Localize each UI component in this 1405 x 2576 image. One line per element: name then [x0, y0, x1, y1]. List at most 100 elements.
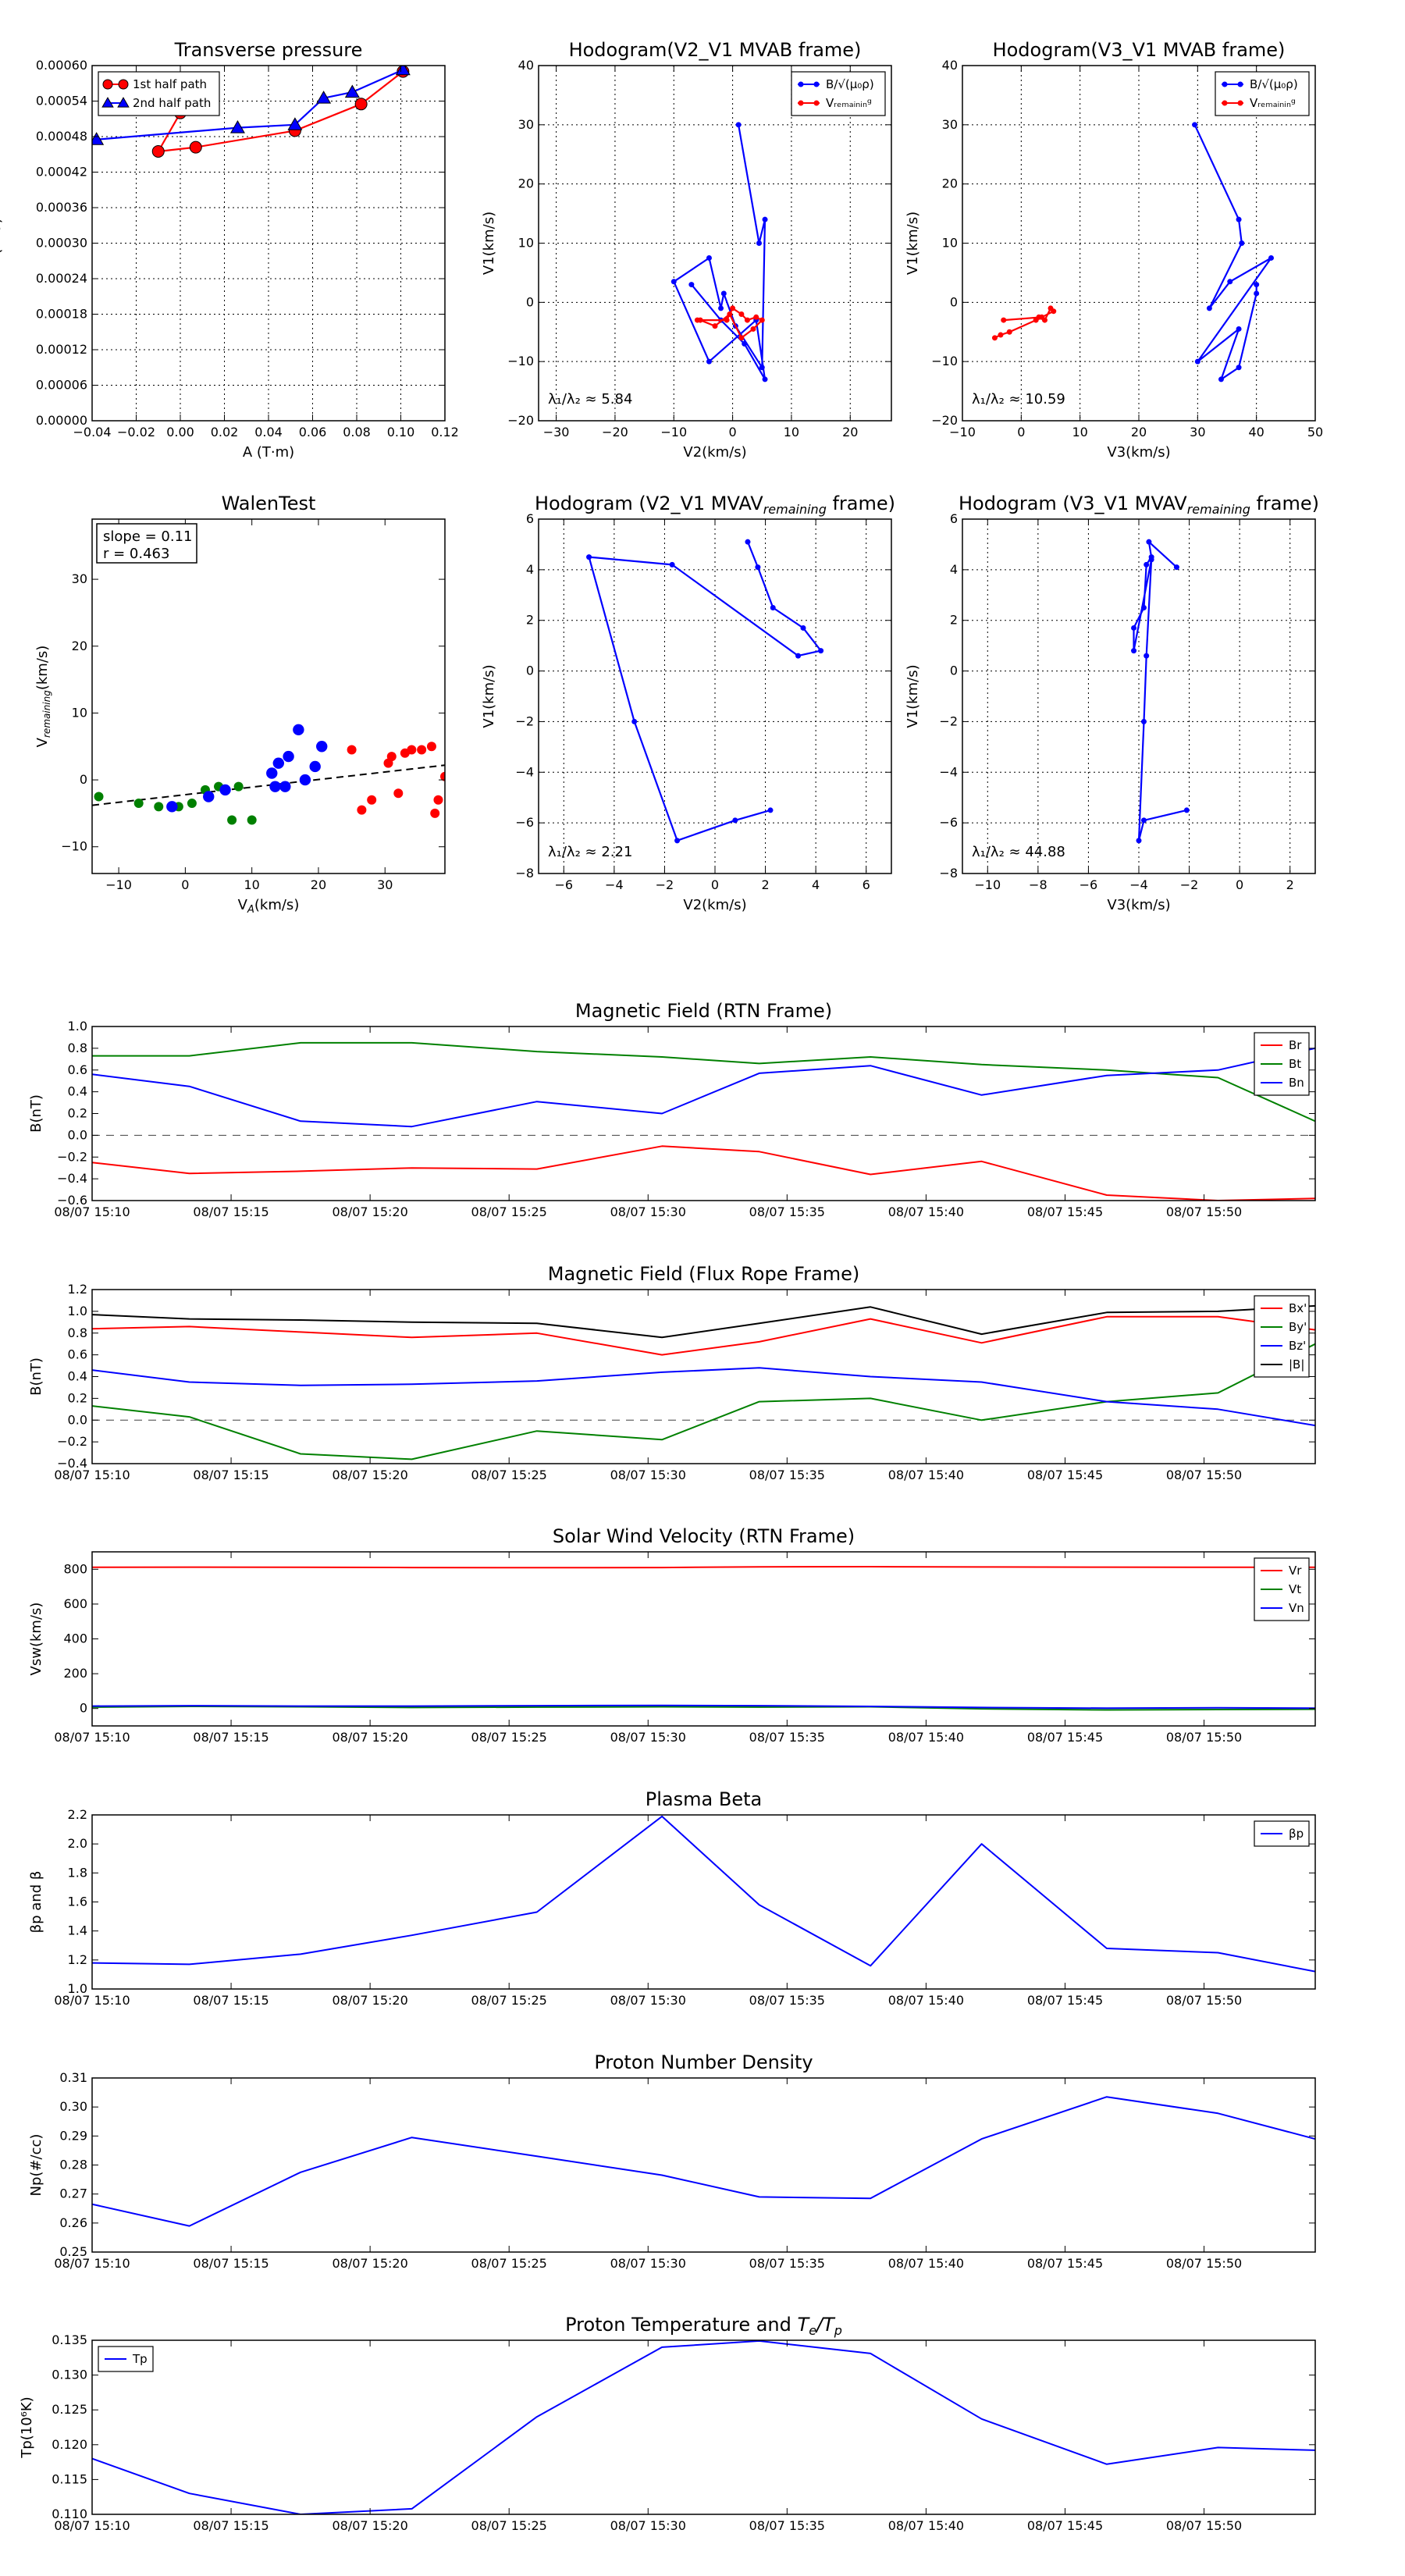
hodogram-v3-v1-mvab-series-0-marker [1254, 290, 1260, 297]
plasma-beta-title: Plasma Beta [646, 1788, 762, 1810]
plasma-beta-ytick-label: 2.0 [68, 1836, 87, 1851]
solar-wind-velocity-legend-label: Vn [1289, 1601, 1304, 1615]
plasma-beta-axes-frame [91, 1814, 1316, 1990]
hodogram-v3-v1-mvab-xlabel: V3(km/s) [1107, 444, 1170, 461]
hodogram-v3-v1-mvav-xtick-label: −6 [1080, 877, 1098, 892]
hodogram-v2-v1-mvab-series-1-marker [730, 305, 736, 311]
transverse-pressure-legend-marker [118, 79, 129, 90]
proton-temperature-ytick-label: 0.110 [52, 2507, 87, 2521]
hodogram-v3-v1-mvab-series-1-marker [1006, 329, 1012, 335]
walen-test-series-2-point [426, 742, 436, 752]
plasma-beta-xtick-label: 08/07 15:20 [332, 1993, 407, 2008]
hodogram-v2-v1-mvav-series-0-marker [770, 605, 776, 610]
walen-test-xlabel: VA(km/s) [238, 897, 300, 916]
magnetic-field-rtn-ytick-label: 1.0 [68, 1019, 87, 1034]
walen-test-series-0-point [227, 815, 237, 825]
hodogram-v3-v1-mvab-xtick-label: 0 [1017, 425, 1025, 439]
magnetic-field-rtn-xtick-label: 08/07 15:10 [54, 1204, 130, 1219]
hodogram-v2-v1-mvab-xtick-label: −10 [660, 425, 687, 439]
magnetic-field-flux-rope-ytick-label: 0.0 [68, 1412, 87, 1427]
transverse-pressure-ytick-label: 0.00060 [36, 58, 87, 73]
transverse-pressure-legend-box [98, 71, 220, 116]
walen-test-series-0-point [233, 781, 244, 792]
hodogram-v3-v1-mvab-legend-marker [1237, 81, 1243, 87]
transverse-pressure-series-0-marker [189, 141, 202, 154]
magnetic-field-rtn-ytick-label: 0.6 [68, 1062, 87, 1077]
hodogram-v2-v1-mvab-legend-marker [798, 100, 804, 106]
proton-number-density-ylabel: Np(#/cc) [28, 2134, 44, 2197]
solar-wind-velocity-panel: Solar Wind Velocity (RTN Frame) 08/07 15:… [28, 1525, 1316, 1745]
hodogram-v2-v1-mvab-series-0-marker [762, 376, 768, 382]
magnetic-field-flux-rope-xtick-label: 08/07 15:40 [888, 1468, 964, 1482]
magnetic-field-rtn-series-2-line [92, 1047, 1315, 1128]
proton-number-density-xtick-label: 08/07 15:10 [54, 2256, 130, 2271]
hodogram-v3-v1-mvav-xtick-label: −2 [1180, 877, 1199, 892]
magnetic-field-flux-rope-ytick-label: 0.4 [68, 1369, 87, 1384]
solar-wind-velocity-ytick-label: 0 [80, 1701, 87, 1716]
proton-temperature-xtick-label: 08/07 15:25 [471, 2518, 547, 2533]
proton-number-density-xtick-label: 08/07 15:25 [471, 2256, 547, 2271]
hodogram-v3-v1-mvav-series-0-marker [1131, 624, 1137, 631]
proton-temperature-ytick-label: 0.130 [52, 2368, 87, 2382]
hodogram-v2-v1-mvab-legend-box [791, 71, 886, 116]
walen-test-series-0-point [247, 815, 257, 825]
hodogram-v2-v1-mvab-series-0-marker [762, 216, 768, 222]
hodogram-v2-v1-mvab-series-0-marker [735, 122, 742, 128]
transverse-pressure-ytick-label: 0.00024 [36, 271, 87, 286]
hodogram-v2-v1-mvav-series-0-marker [674, 838, 681, 844]
magnetic-field-flux-rope-series-1-line [92, 1343, 1315, 1461]
solar-wind-velocity-ytick-label: 400 [63, 1631, 87, 1646]
hodogram-v2-v1-mvav-xtick-label: 2 [761, 877, 769, 892]
magnetic-field-flux-rope-ytick-label: 0.2 [68, 1390, 87, 1405]
walen-test-stats-text: slope = 0.11 [103, 528, 193, 545]
transverse-pressure-series-0-line [157, 70, 404, 153]
solar-wind-velocity-xtick-label: 08/07 15:30 [610, 1730, 686, 1745]
hodogram-v3-v1-mvav-series-0-marker [1136, 838, 1142, 844]
plasma-beta-ytick-label: 1.4 [68, 1923, 87, 1938]
hodogram-v2-v1-mvab-legend-marker [798, 81, 804, 87]
hodogram-v3-v1-mvav-title: Hodogram (V3_V1 MVAVremaining frame) [959, 493, 1319, 517]
hodogram-v2-v1-mvav-ytick-label: −6 [515, 815, 534, 830]
hodogram-v2-v1-mvav-title: Hodogram (V2_V1 MVAVremaining frame) [535, 493, 895, 517]
proton-temperature-axes-frame [91, 2339, 1316, 2515]
magnetic-field-rtn-ytick-label: 0.0 [68, 1127, 87, 1142]
hodogram-v2-v1-mvab-title: Hodogram(V2_V1 MVAB frame) [569, 39, 862, 61]
walen-test-stats-box [96, 523, 197, 564]
hodogram-v2-v1-mvab-series-0-marker [718, 305, 724, 311]
magnetic-field-flux-rope-legend-label: Bz' [1289, 1339, 1306, 1353]
proton-number-density-xtick-label: 08/07 15:50 [1166, 2256, 1242, 2271]
walen-test-series-1-point [279, 781, 291, 792]
hodogram-v2-v1-mvav-ytick-label: 2 [526, 613, 534, 628]
magnetic-field-flux-rope-legend-label: Bx' [1289, 1301, 1307, 1315]
walen-test-data [92, 724, 445, 825]
proton-temperature-xtick-label: 08/07 15:30 [610, 2518, 686, 2533]
magnetic-field-rtn-ytick-label: 0.4 [68, 1084, 87, 1099]
hodogram-v3-v1-mvab-legend-marker [1237, 100, 1243, 106]
proton-number-density-axes-frame [91, 2077, 1316, 2253]
hodogram-v2-v1-mvab-data [670, 122, 768, 382]
hodogram-v2-v1-mvav-ytick-label: 4 [526, 562, 534, 577]
hodogram-v2-v1-mvav-series-0-marker [745, 539, 751, 545]
hodogram-v2-v1-mvab-panel: Hodogram(V2_V1 MVAB frame) −30 −20 −10 0 10 20… [481, 39, 892, 461]
hodogram-v2-v1-mvab-legend-marker [813, 100, 820, 106]
hodogram-v3-v1-mvav-xlabel: V3(km/s) [1107, 897, 1170, 913]
plasma-beta-ytick-label: 1.6 [68, 1895, 87, 1909]
hodogram-v3-v1-mvab-series-0-marker [1236, 326, 1242, 332]
hodogram-v3-v1-mvab-series-0-marker [1254, 282, 1260, 288]
transverse-pressure-series-1-marker [395, 66, 411, 76]
hodogram-v2-v1-mvav-series-0-marker [800, 624, 806, 631]
walen-test-series-1-point [269, 781, 281, 792]
magnetic-field-flux-rope-legend-label: By' [1289, 1320, 1307, 1334]
walen-test-series-2-point [347, 745, 357, 755]
magnetic-field-flux-rope-panel: Magnetic Field (Flux Rope Frame) 08/07 15… [28, 1263, 1316, 1482]
hodogram-v3-v1-mvav-panel: Hodogram (V3_V1 MVAVremaining frame) −10 −… [905, 493, 1319, 913]
solar-wind-velocity-xtick-label: 08/07 15:45 [1027, 1730, 1103, 1745]
magnetic-field-flux-rope-ylabel: B(nT) [28, 1357, 44, 1396]
hodogram-v2-v1-mvav-xtick-label: −6 [554, 877, 573, 892]
hodogram-v2-v1-mvab-annotation: λ₁/λ₂ ≈ 5.84 [548, 391, 632, 407]
hodogram-v3-v1-mvav-annotation: λ₁/λ₂ ≈ 44.88 [972, 844, 1065, 860]
hodogram-v3-v1-mvab-legend-marker [1222, 100, 1228, 106]
plasma-beta-xtick-label: 08/07 15:40 [888, 1993, 964, 2008]
hodogram-v3-v1-mvav-xtick-label: −10 [974, 877, 1001, 892]
